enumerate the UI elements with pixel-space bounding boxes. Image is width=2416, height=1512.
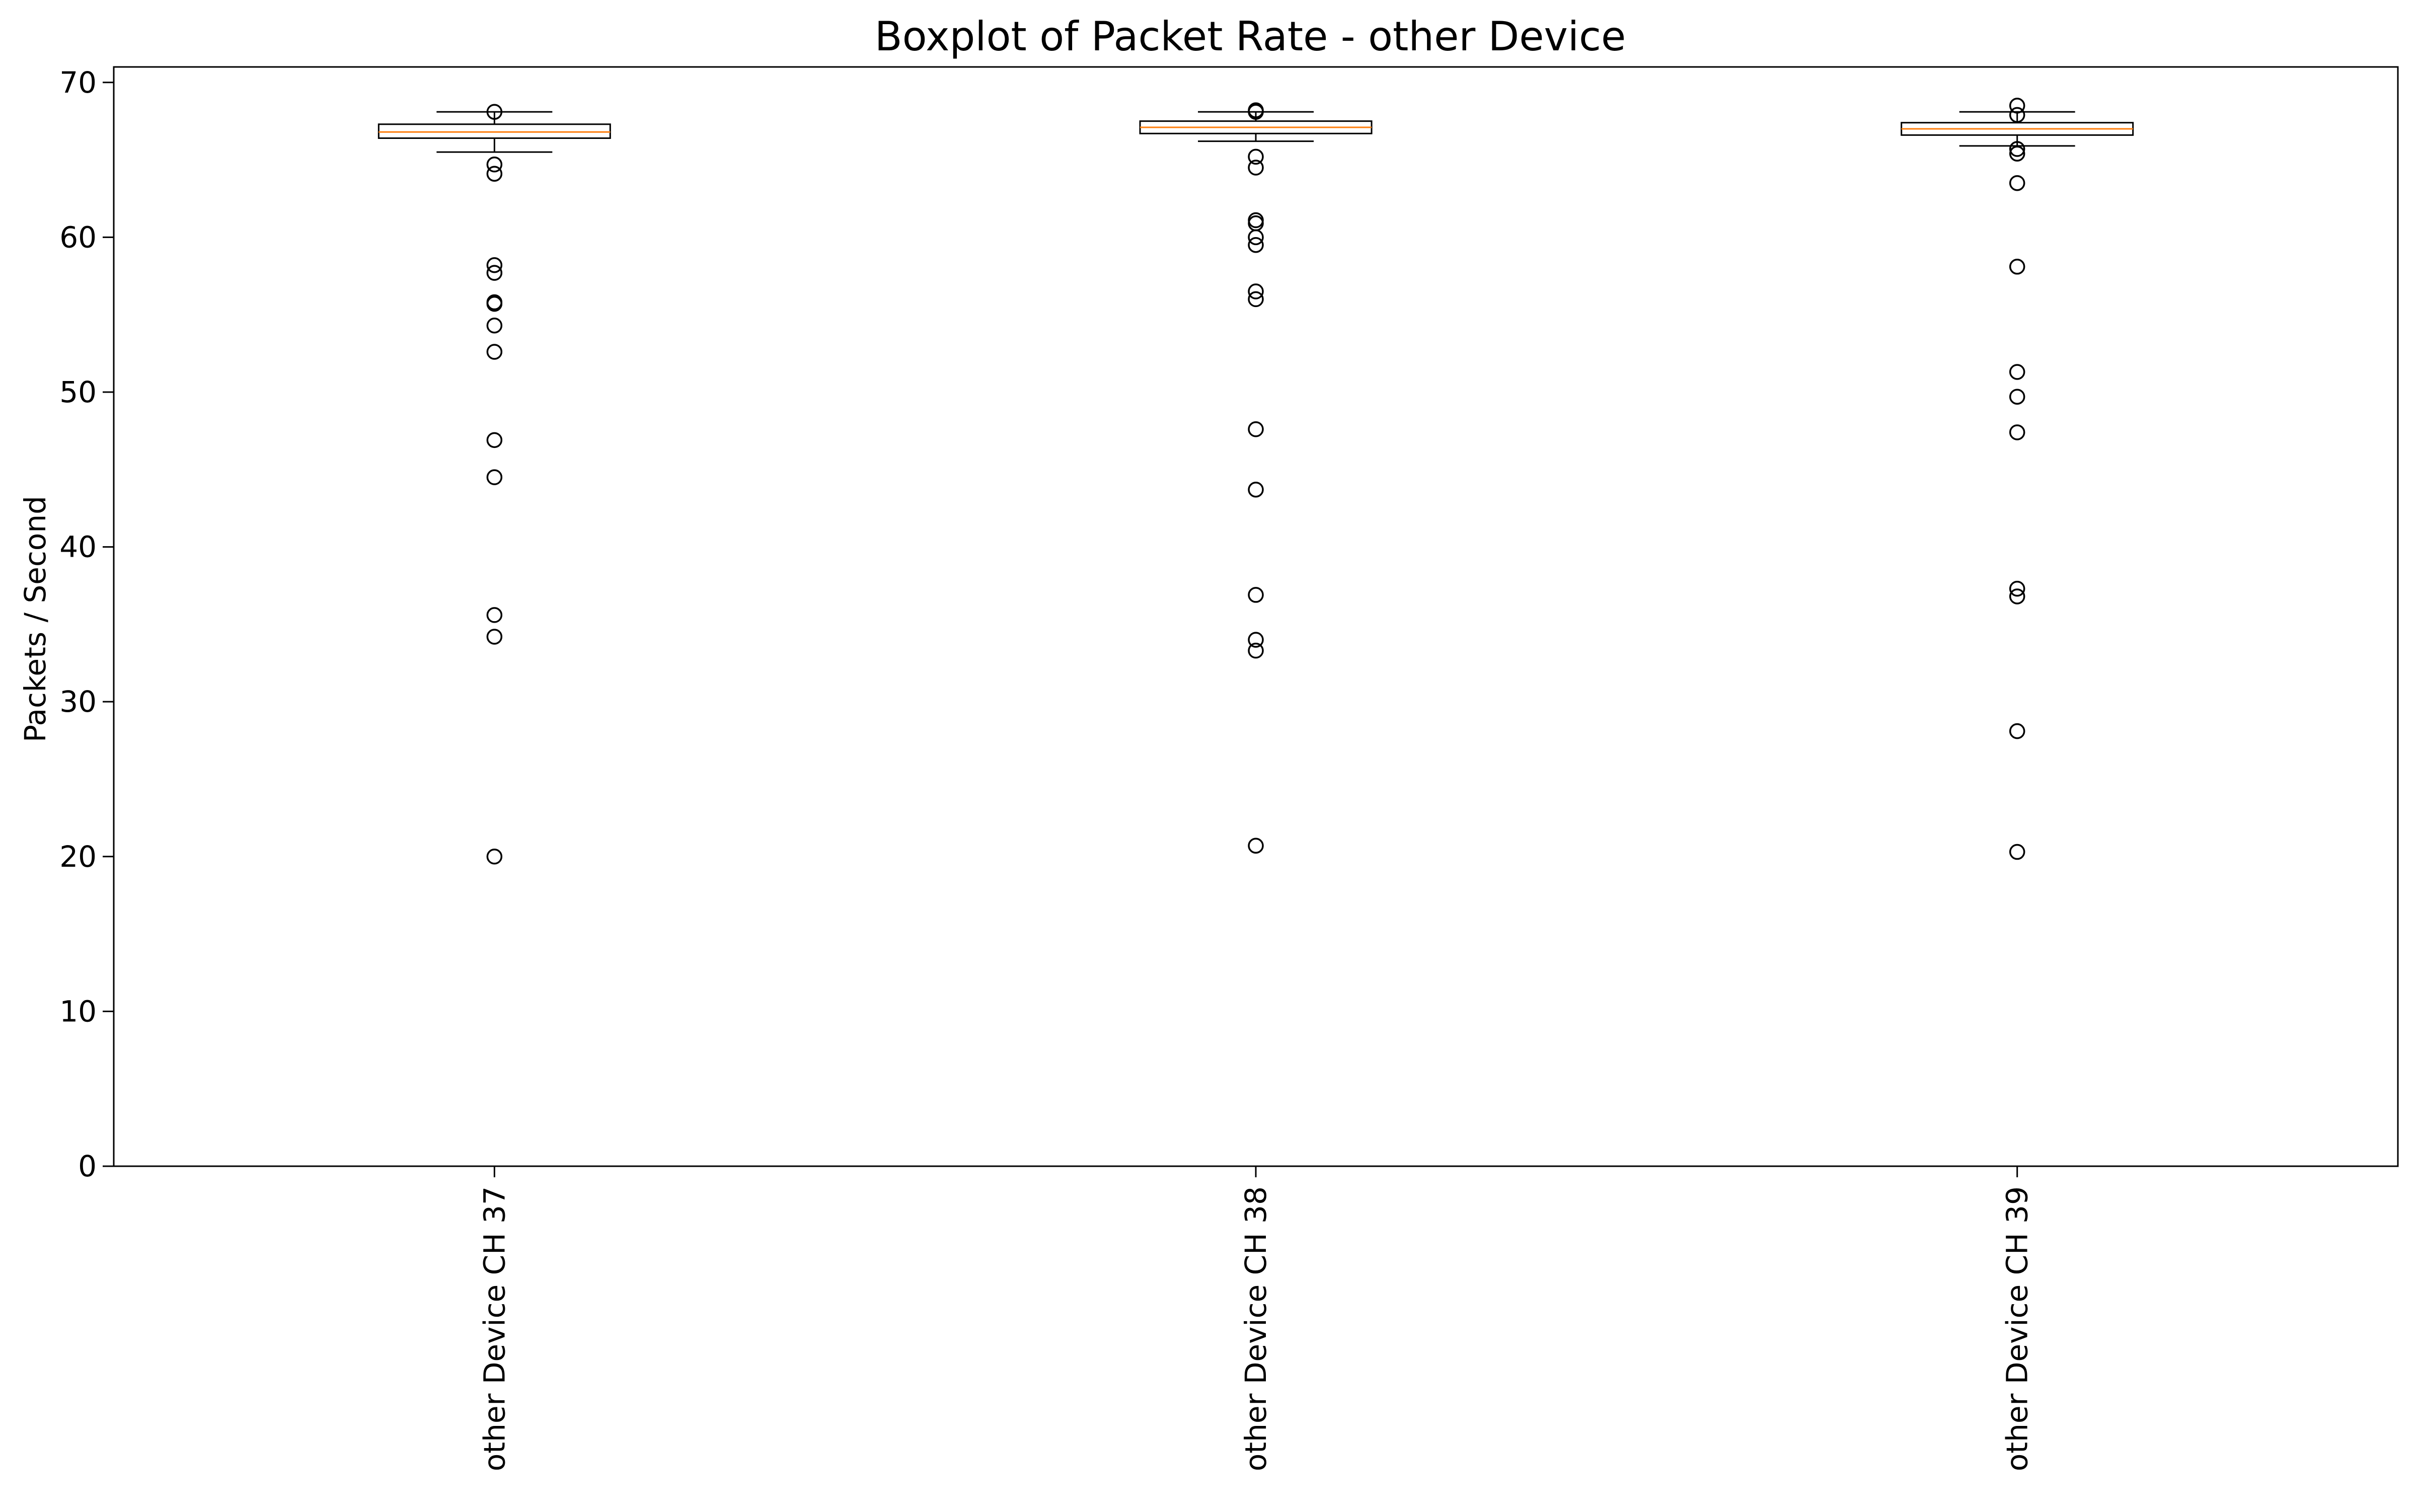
x-tick-label: other Device CH 39 xyxy=(2000,1186,2034,1471)
outlier-point xyxy=(1248,482,1264,498)
outlier-point xyxy=(1248,587,1264,603)
outlier-point xyxy=(2009,107,2025,123)
plot-area: 0 10 20 30 40 50 60 70 other Device CH 37 other D… xyxy=(59,65,2399,1471)
outlier-point xyxy=(2009,588,2025,604)
outlier-point xyxy=(2009,424,2025,440)
y-tick-label: 50 xyxy=(59,375,97,409)
outlier-point xyxy=(2009,145,2025,162)
y-axis-label: Packets / Second xyxy=(18,496,52,742)
box-iqr xyxy=(378,123,611,139)
outlier-point xyxy=(486,104,503,120)
outlier-point xyxy=(1248,838,1264,854)
outlier-point xyxy=(486,166,503,182)
chart-title: Boxplot of Packet Rate - other Device xyxy=(875,13,1626,60)
outlier-point xyxy=(2009,580,2025,597)
outlier-point xyxy=(486,157,503,173)
y-tick-label: 30 xyxy=(59,685,97,719)
outlier-point xyxy=(2009,141,2025,157)
outlier-point xyxy=(1248,237,1264,253)
outlier-point xyxy=(1248,229,1264,246)
y-tick-label: 0 xyxy=(78,1149,97,1183)
outlier-point xyxy=(2009,259,2025,275)
outlier-point xyxy=(486,607,503,623)
outlier-point xyxy=(1248,421,1264,437)
outlier-point xyxy=(2009,389,2025,405)
y-tick-label: 60 xyxy=(59,220,97,254)
outlier-point xyxy=(2009,723,2025,739)
outlier-point xyxy=(1248,632,1264,648)
outlier-point xyxy=(486,432,503,448)
outlier-point xyxy=(486,317,503,334)
outlier-point xyxy=(486,295,503,312)
outlier-point xyxy=(1248,291,1264,308)
outlier-point xyxy=(486,344,503,360)
outlier-point xyxy=(2009,364,2025,380)
outlier-point xyxy=(1248,212,1264,229)
outlier-point xyxy=(2009,98,2025,114)
outlier-point xyxy=(1248,160,1264,176)
outlier-point xyxy=(1248,283,1264,299)
y-tick-label: 40 xyxy=(59,530,97,564)
outlier-point xyxy=(486,257,503,273)
outlier-point xyxy=(1248,148,1264,165)
y-tick-label: 70 xyxy=(59,65,97,100)
outlier-point xyxy=(1248,102,1264,118)
outlier-point xyxy=(486,629,503,645)
outlier-point xyxy=(1248,642,1264,659)
x-tick-label: other Device CH 38 xyxy=(1239,1186,1273,1471)
outlier-point xyxy=(2009,844,2025,860)
outlier-point xyxy=(2009,175,2025,191)
y-tick-label: 20 xyxy=(59,840,97,874)
plot-frame xyxy=(113,66,2399,1167)
outlier-point xyxy=(1248,215,1264,232)
outlier-point xyxy=(486,265,503,281)
outlier-point xyxy=(486,849,503,865)
y-tick-label: 10 xyxy=(59,994,97,1028)
x-tick-label: other Device CH 37 xyxy=(477,1186,511,1471)
outlier-point xyxy=(486,469,503,485)
